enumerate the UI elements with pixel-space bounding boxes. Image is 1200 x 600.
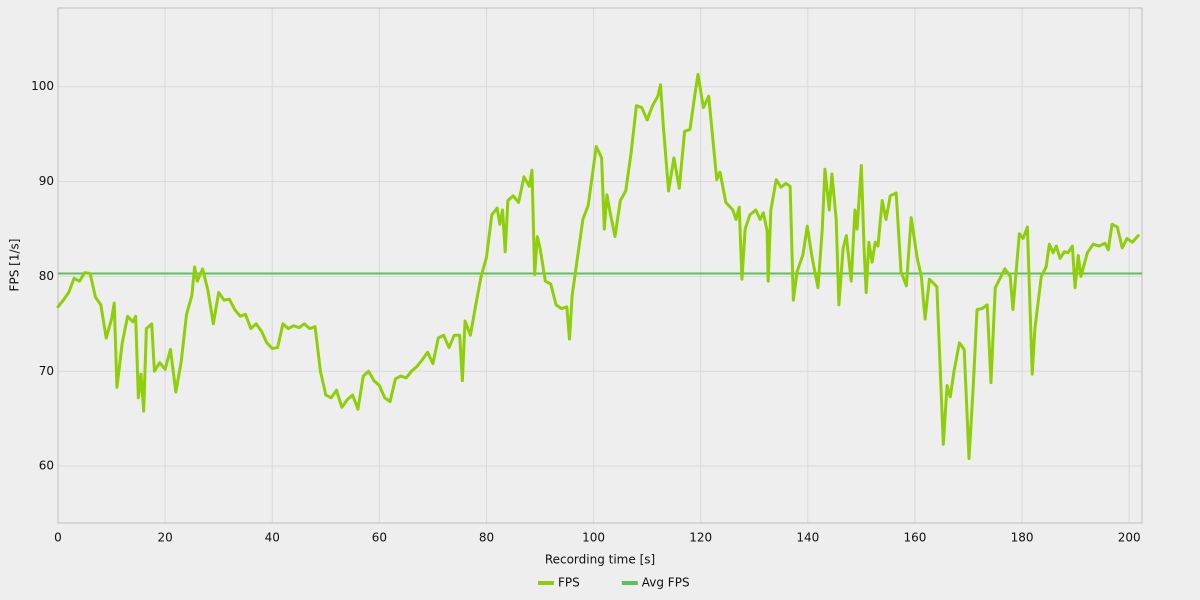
x-tick-label: 20 bbox=[157, 531, 172, 545]
plot-frame bbox=[57, 7, 1143, 524]
y-axis-label: FPS [1/s] bbox=[8, 239, 22, 292]
y-tick-label: 80 bbox=[39, 269, 54, 283]
y-tick-label: 90 bbox=[39, 174, 54, 188]
legend-label: FPS bbox=[558, 576, 580, 590]
x-tick-label: 80 bbox=[479, 531, 494, 545]
y-tick-label: 70 bbox=[39, 364, 54, 378]
legend-label: Avg FPS bbox=[642, 576, 690, 590]
x-tick-label: 140 bbox=[796, 531, 819, 545]
x-tick-label: 40 bbox=[265, 531, 280, 545]
x-tick-label: 120 bbox=[689, 531, 712, 545]
y-tick-label: 60 bbox=[39, 459, 54, 473]
x-tick-label: 60 bbox=[372, 531, 387, 545]
x-tick-label: 200 bbox=[1118, 531, 1141, 545]
x-axis-label: Recording time [s] bbox=[545, 553, 655, 567]
y-tick-label: 100 bbox=[31, 79, 54, 93]
x-tick-label: 0 bbox=[54, 531, 62, 545]
x-tick-label: 100 bbox=[582, 531, 605, 545]
x-tick-label: 180 bbox=[1011, 531, 1034, 545]
x-tick-label: 160 bbox=[903, 531, 926, 545]
fps-line bbox=[56, 72, 1140, 461]
